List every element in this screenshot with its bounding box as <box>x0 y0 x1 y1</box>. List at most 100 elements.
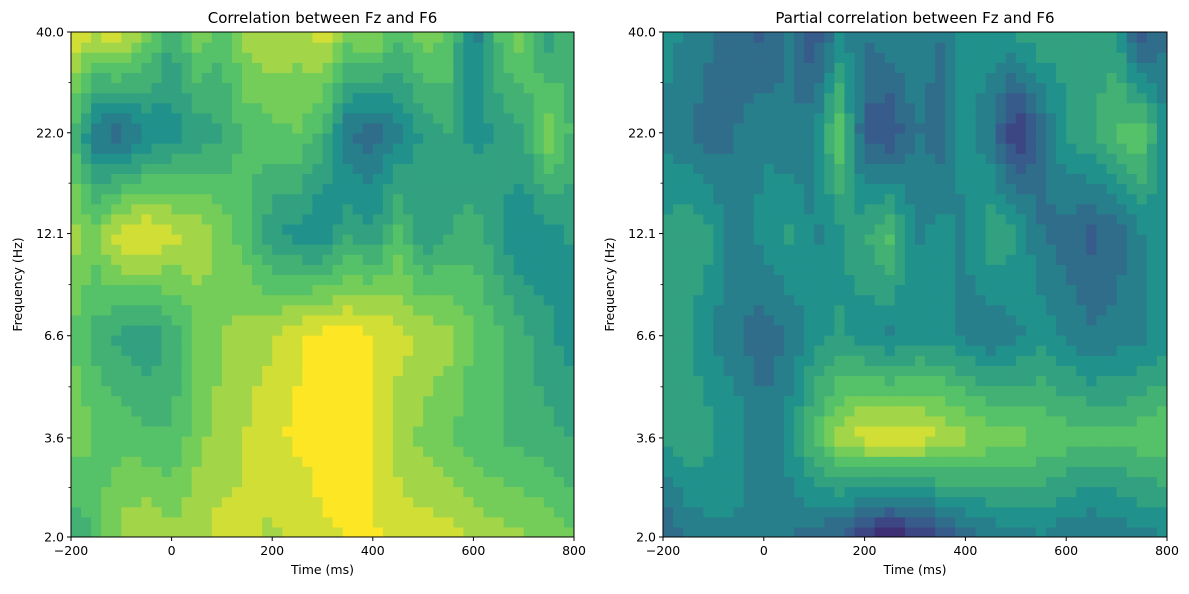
heatmap-cell <box>814 194 825 205</box>
heatmap-cell <box>554 325 565 336</box>
heatmap-cell <box>242 396 253 407</box>
heatmap-cell <box>975 426 986 437</box>
heatmap-cell <box>111 62 122 73</box>
heatmap-cell <box>723 72 734 83</box>
heatmap-cell <box>71 305 82 316</box>
heatmap-cell <box>312 517 323 528</box>
heatmap-cell <box>1096 527 1107 538</box>
heatmap-cell <box>1137 204 1148 215</box>
heatmap-cell <box>453 194 464 205</box>
heatmap-cell <box>172 52 183 63</box>
heatmap-cell <box>703 234 714 245</box>
heatmap-cell <box>373 264 384 275</box>
heatmap-cell <box>151 406 162 417</box>
heatmap-cell <box>875 173 886 184</box>
heatmap-cell <box>423 517 434 528</box>
heatmap-cell <box>71 386 82 397</box>
heatmap-cell <box>373 315 384 326</box>
heatmap-cell <box>794 133 805 144</box>
heatmap-cell <box>564 214 575 225</box>
heatmap-cell <box>1127 254 1138 265</box>
heatmap-cell <box>1086 194 1097 205</box>
heatmap-cell <box>504 274 515 285</box>
heatmap-cell <box>723 113 734 124</box>
heatmap-cell <box>945 113 956 124</box>
heatmap-cell <box>433 315 444 326</box>
heatmap-cell <box>91 355 102 366</box>
heatmap-cell <box>494 285 505 296</box>
heatmap-cell <box>131 426 142 437</box>
heatmap-cell <box>693 456 704 467</box>
heatmap-cell <box>353 285 364 296</box>
heatmap-cell <box>834 214 845 225</box>
heatmap-cell <box>794 335 805 346</box>
heatmap-cell <box>1127 345 1138 356</box>
heatmap-cell <box>673 305 684 316</box>
heatmap-cell <box>353 386 364 397</box>
heatmap-cell <box>1096 214 1107 225</box>
heatmap-cell <box>232 305 243 316</box>
heatmap-cell <box>323 173 334 184</box>
heatmap-cell <box>453 355 464 366</box>
heatmap-cell <box>524 507 535 518</box>
heatmap-cell <box>804 436 815 447</box>
heatmap-cell <box>1046 184 1057 195</box>
heatmap-cell <box>433 72 444 83</box>
heatmap-cell <box>363 365 374 376</box>
heatmap-cell <box>433 456 444 467</box>
heatmap-cell <box>312 254 323 265</box>
heatmap-cell <box>1107 173 1118 184</box>
heatmap-cell <box>996 184 1007 195</box>
heatmap-cell <box>1117 476 1128 487</box>
heatmap-cell <box>172 305 183 316</box>
heatmap-cell <box>151 62 162 73</box>
heatmap-cell <box>683 436 694 447</box>
heatmap-cell <box>413 143 424 154</box>
heatmap-cell <box>111 426 122 437</box>
heatmap-cell <box>1036 234 1047 245</box>
heatmap-cell <box>955 153 966 164</box>
heatmap-cell <box>433 184 444 195</box>
heatmap-cell <box>1006 133 1017 144</box>
heatmap-cell <box>202 42 213 53</box>
heatmap-cell <box>151 487 162 498</box>
heatmap-cell <box>514 234 525 245</box>
heatmap-cell <box>935 274 946 285</box>
heatmap-cell <box>172 315 183 326</box>
heatmap-cell <box>1016 143 1027 154</box>
heatmap-cell <box>754 325 765 336</box>
heatmap-cell <box>544 254 555 265</box>
heatmap-cell <box>955 507 966 518</box>
heatmap-cell <box>473 62 484 73</box>
heatmap-cell <box>895 426 906 437</box>
heatmap-cell <box>373 325 384 336</box>
heatmap-cell <box>343 83 354 94</box>
heatmap-cell <box>423 426 434 437</box>
heatmap-cell <box>534 184 545 195</box>
heatmap-cell <box>1137 315 1148 326</box>
heatmap-cell <box>734 466 745 477</box>
heatmap-cell <box>1016 406 1027 417</box>
heatmap-cell <box>885 123 896 134</box>
heatmap-cell <box>423 184 434 195</box>
heatmap-cell <box>514 345 525 356</box>
heatmap-cell <box>282 426 293 437</box>
heatmap-cell <box>423 274 434 285</box>
heatmap-cell <box>433 224 444 235</box>
heatmap-cell <box>463 335 474 346</box>
heatmap-cell <box>713 184 724 195</box>
heatmap-cell <box>423 375 434 386</box>
heatmap-cell <box>824 184 835 195</box>
heatmap-cell <box>875 497 886 508</box>
heatmap-cell <box>232 93 243 104</box>
heatmap-cell <box>544 315 555 326</box>
heatmap-cell <box>222 446 233 457</box>
heatmap-cell <box>151 123 162 134</box>
heatmap-cell <box>121 264 132 275</box>
heatmap-cell <box>1127 204 1138 215</box>
heatmap-cell <box>343 72 354 83</box>
heatmap-cell <box>141 244 152 255</box>
heatmap-cell <box>855 456 866 467</box>
heatmap-cell <box>915 103 926 114</box>
heatmap-cell <box>192 274 203 285</box>
